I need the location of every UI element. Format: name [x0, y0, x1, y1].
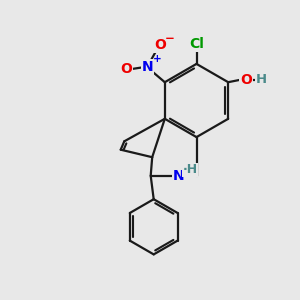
Text: N: N [173, 169, 185, 183]
Text: ·H: ·H [183, 163, 198, 176]
Text: Cl: Cl [189, 38, 204, 51]
Text: O: O [154, 38, 166, 52]
Text: O: O [120, 62, 132, 76]
Text: O: O [240, 73, 252, 87]
Text: +: + [153, 54, 161, 64]
Text: −: − [165, 32, 175, 45]
Text: H: H [256, 73, 267, 86]
Text: N: N [142, 60, 153, 74]
